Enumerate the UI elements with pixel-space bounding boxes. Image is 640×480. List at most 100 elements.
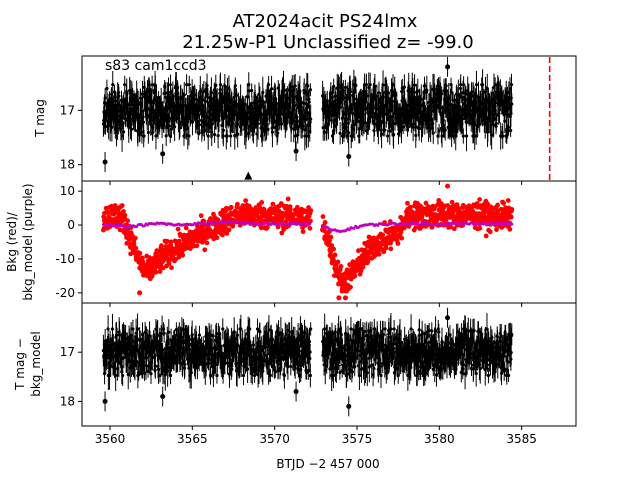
background-point: [487, 229, 493, 235]
top-data-point: [510, 102, 514, 106]
top-data-point: [111, 83, 115, 87]
bkg-model-point: [510, 222, 514, 226]
background-point: [132, 235, 138, 241]
top-data-point: [229, 134, 233, 138]
top-data-point: [233, 84, 237, 88]
top-data-point: [298, 89, 302, 93]
background-point: [259, 200, 265, 205]
background-point: [226, 227, 232, 233]
top-data-point: [121, 130, 126, 134]
top-data-point: [309, 117, 313, 121]
top-data-point: [166, 90, 171, 94]
middle-y-tick-label: 10: [60, 184, 75, 198]
top-data-point: [182, 93, 186, 97]
background-point: [338, 264, 344, 269]
bottom-data-point: [135, 327, 140, 331]
top-data-point: [149, 122, 153, 126]
top-data-point: [210, 130, 214, 134]
top-data-point: [412, 83, 417, 87]
background-point: [380, 232, 386, 238]
background-point: [308, 208, 314, 213]
top-data-point: [110, 125, 114, 129]
top-data-point: [342, 96, 346, 100]
top-data-point: [437, 129, 441, 133]
top-data-point: [218, 83, 223, 87]
top-data-point: [220, 123, 224, 127]
top-data-point: [120, 134, 124, 138]
top-data-point: [184, 83, 189, 87]
top-data-point: [210, 122, 214, 126]
top-data-point: [129, 127, 134, 131]
top-data-point: [142, 134, 146, 138]
background-point: [477, 225, 483, 231]
top-data-point: [187, 83, 191, 87]
top-data-point: [243, 102, 247, 107]
bottom-data-point: [146, 369, 150, 374]
top-data-point: [206, 134, 210, 138]
top-data-point: [236, 132, 240, 136]
top-data-point: [214, 83, 218, 87]
background-point: [388, 246, 394, 252]
top-data-point: [216, 134, 220, 138]
background-point: [408, 204, 413, 210]
middle-y-tick-label: -10: [55, 252, 75, 266]
top-data-point: [146, 130, 150, 135]
top-data-point: [411, 125, 415, 129]
top-outlier-point: [102, 159, 108, 165]
top-data-point: [209, 90, 214, 94]
middle-y-tick-label: 0: [67, 218, 75, 232]
top-data-point: [307, 100, 311, 104]
top-data-point: [509, 96, 513, 100]
background-point: [507, 226, 513, 232]
top-data-point: [401, 125, 405, 129]
background-point: [348, 284, 353, 290]
background-point: [505, 198, 511, 203]
top-data-point: [223, 84, 227, 88]
top-data-point: [391, 132, 396, 137]
top-data-point: [325, 99, 329, 103]
top-data-point: [447, 96, 451, 100]
top-data-point: [344, 125, 348, 129]
background-point: [198, 213, 204, 219]
top-outlier-point: [293, 148, 299, 154]
top-data-point: [461, 91, 465, 95]
background-point: [332, 252, 338, 258]
top-data-point: [494, 121, 498, 126]
top-data-point: [295, 115, 299, 119]
top-data-point: [250, 88, 254, 93]
background-outlier-point: [137, 290, 143, 296]
top-data-point: [443, 128, 447, 132]
background-point: [228, 204, 234, 210]
top-data-point: [173, 125, 177, 129]
top-data-point: [266, 127, 270, 131]
background-point: [119, 203, 125, 208]
bottom-data-point: [156, 333, 160, 337]
middle-y-tick-label: -20: [55, 286, 75, 300]
top-data-point: [425, 88, 429, 92]
top-data-point: [431, 131, 435, 135]
background-point: [395, 241, 401, 246]
background-point: [285, 196, 291, 202]
top-data-point: [276, 131, 280, 135]
top-data-point: [501, 134, 505, 138]
background-point: [230, 223, 236, 229]
middle-panel-y-label-line2: bkg_model (purple): [21, 183, 35, 300]
bottom-data-point: [162, 331, 166, 336]
background-point: [287, 207, 293, 212]
top-data-point: [203, 99, 208, 103]
top-data-point: [164, 134, 168, 138]
top-y-tick-label: 18: [60, 158, 75, 172]
background-point: [220, 232, 225, 238]
top-data-point: [330, 96, 334, 100]
top-data-point: [296, 133, 300, 137]
top-data-point: [308, 120, 312, 124]
top-data-point: [140, 130, 144, 134]
top-data-point: [227, 87, 231, 91]
top-data-point: [386, 91, 390, 95]
top-data-point: [337, 90, 341, 95]
background-point: [235, 201, 240, 207]
top-data-point: [352, 97, 357, 101]
background-point: [180, 252, 186, 258]
background-point: [202, 247, 208, 253]
